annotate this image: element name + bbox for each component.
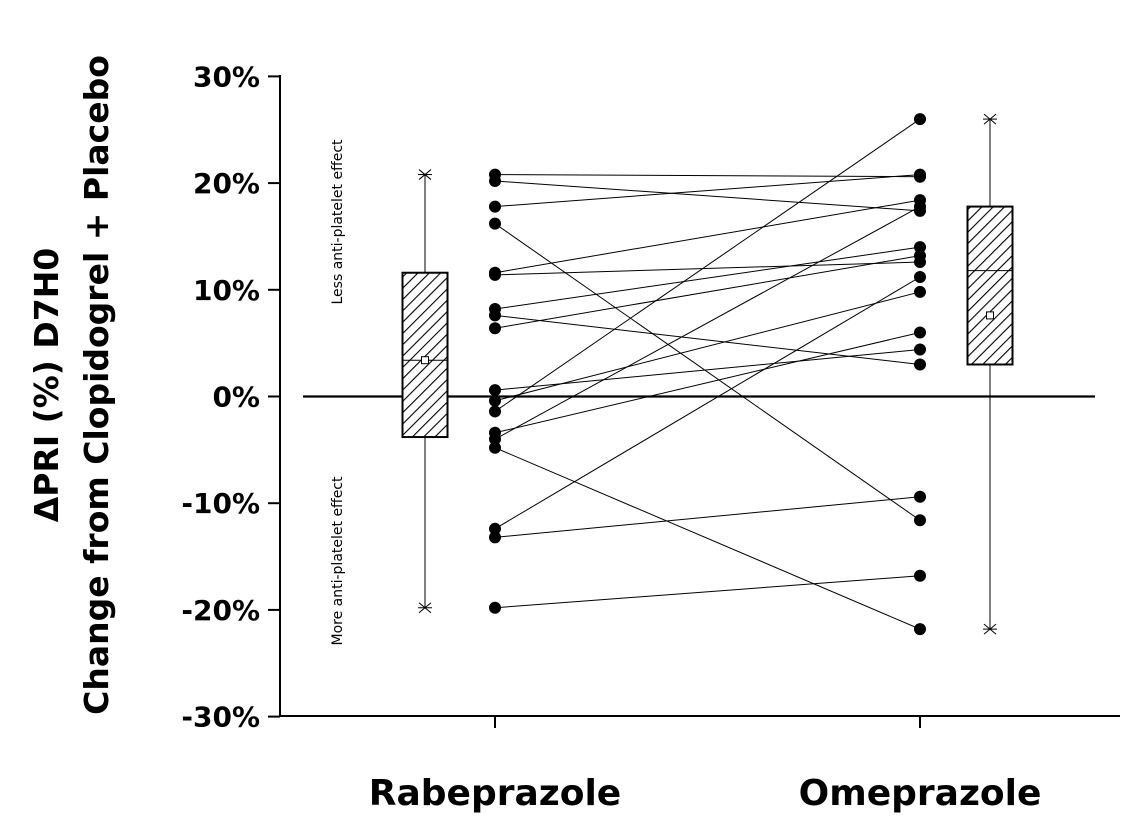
point-rabeprazole <box>489 268 501 281</box>
mean-marker <box>986 311 994 320</box>
annotations: Less anti-platelet effect More anti-plat… <box>330 139 346 646</box>
point-rabeprazole <box>489 174 501 187</box>
paired-lines <box>494 118 921 630</box>
point-omeprazole <box>914 285 926 298</box>
y-tick-label: -20% <box>181 594 260 627</box>
point-omeprazole <box>914 326 926 339</box>
point-rabeprazole <box>489 601 501 614</box>
point-omeprazole <box>914 358 926 371</box>
pair-line <box>494 174 921 178</box>
pair-line <box>494 447 921 630</box>
point-omeprazole <box>914 270 926 283</box>
point-rabeprazole <box>489 394 501 407</box>
point-rabeprazole <box>489 217 501 230</box>
point-omeprazole <box>914 168 926 181</box>
pair-line <box>494 255 921 329</box>
pair-line <box>494 118 921 412</box>
point-omeprazole <box>914 241 926 254</box>
x-axis-ticks: Rabeprazole Omeprazole <box>369 716 1042 814</box>
annotation-less-effect: Less anti-platelet effect <box>330 139 346 305</box>
point-omeprazole <box>914 623 926 636</box>
annotation-more-effect: More anti-platelet effect <box>330 476 346 646</box>
y-axis-title-line-1: ΔPRI (%) D7H0 <box>27 248 66 523</box>
point-rabeprazole <box>489 309 501 322</box>
point-rabeprazole <box>489 405 501 418</box>
pair-line <box>494 331 921 434</box>
pair-line <box>494 276 921 530</box>
point-omeprazole <box>914 514 926 527</box>
box-plot-rabeprazole <box>401 169 449 614</box>
point-omeprazole <box>914 200 926 213</box>
point-rabeprazole <box>489 200 501 213</box>
y-axis-ticks: 30% 20% 10% 0% -10% -20% -30% <box>181 60 280 734</box>
x-category-label: Omeprazole <box>799 773 1042 814</box>
point-rabeprazole <box>489 322 501 335</box>
pair-line <box>494 174 921 208</box>
box-plot-omeprazole <box>966 113 1014 635</box>
point-omeprazole <box>914 249 926 262</box>
point-rabeprazole <box>489 522 501 535</box>
pair-line <box>494 496 921 538</box>
point-rabeprazole <box>489 384 501 397</box>
box-iqr <box>966 205 1014 366</box>
pair-line <box>494 291 921 402</box>
pair-line <box>494 349 921 391</box>
pair-line <box>494 261 921 276</box>
pair-line <box>494 575 921 609</box>
pair-line <box>494 180 921 212</box>
point-omeprazole <box>914 343 926 356</box>
y-tick-label: 30% <box>193 60 260 93</box>
y-tick-label: 10% <box>193 274 260 307</box>
pair-line <box>494 246 921 310</box>
y-tick-label: 20% <box>193 167 260 200</box>
point-omeprazole <box>914 113 926 126</box>
point-omeprazole <box>914 569 926 582</box>
box-plots <box>401 113 1014 635</box>
point-rabeprazole <box>489 441 501 454</box>
y-axis-title-line-2: Change from Clopidogrel + Placebo <box>77 55 116 715</box>
y-tick-label: -10% <box>181 487 260 520</box>
y-tick-label: 0% <box>212 381 260 414</box>
point-rabeprazole <box>489 531 501 544</box>
data-points <box>489 113 926 636</box>
box-iqr <box>401 271 449 439</box>
pair-line <box>494 206 921 440</box>
mean-marker <box>421 356 429 365</box>
pair-line <box>494 199 921 274</box>
point-omeprazole <box>914 490 926 503</box>
y-tick-label: -30% <box>181 701 260 734</box>
x-category-label: Rabeprazole <box>369 773 621 814</box>
y-axis-title: ΔPRI (%) D7H0 Change from Clopidogrel + … <box>27 55 116 715</box>
point-rabeprazole <box>489 433 501 446</box>
